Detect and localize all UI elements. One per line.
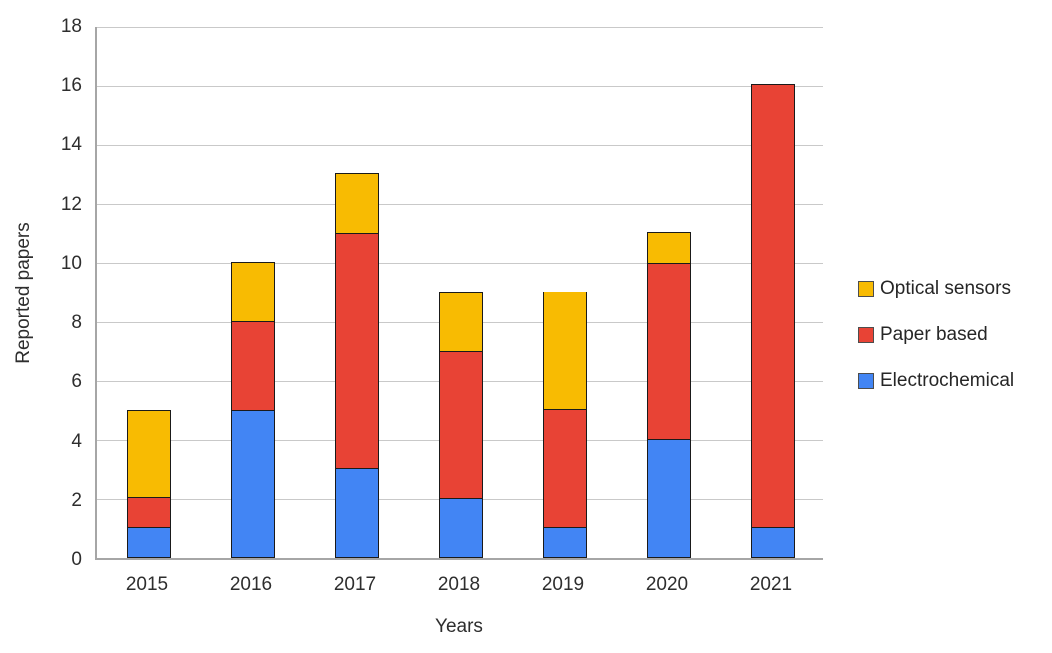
y-tick-label-2: 2 xyxy=(71,489,82,511)
bar-segment-2016-electrochemical xyxy=(232,410,274,557)
legend-swatch-paper-based xyxy=(858,327,874,343)
bar-segment-2020-electrochemical xyxy=(648,440,690,557)
bar-segment-2018-paper-based xyxy=(440,351,482,499)
legend-swatch-electrochemical xyxy=(858,373,874,389)
bar-segment-2020-optical-sensors xyxy=(648,233,690,264)
y-tick-label-16: 16 xyxy=(60,75,82,97)
bar-segment-2016-paper-based xyxy=(232,322,274,411)
legend-label-electrochemical: Electrochemical xyxy=(880,370,1015,391)
y-tick-label-6: 6 xyxy=(71,371,82,393)
bar-2019 xyxy=(543,291,587,558)
bar-segment-2019-electrochemical xyxy=(544,527,586,557)
bar-2016 xyxy=(231,261,275,558)
bar-segment-2021-paper-based xyxy=(752,85,794,528)
bar-segment-2016-optical-sensors xyxy=(232,262,274,323)
bar-segment-2020-paper-based xyxy=(648,263,690,441)
y-tick-label-12: 12 xyxy=(60,193,82,215)
legend-item-optical-sensors: Optical sensors xyxy=(858,278,1014,300)
x-axis-tick-labels: 2015 2016 2017 2018 2019 2020 2021 xyxy=(95,574,823,596)
x-tick-label-2016: 2016 xyxy=(229,574,273,595)
bar-segment-2015-paper-based xyxy=(128,498,170,529)
bar-segment-2017-electrochemical xyxy=(336,469,378,557)
y-tick-label-8: 8 xyxy=(71,312,82,334)
legend-label-optical-sensors: Optical sensors xyxy=(880,278,1011,299)
plot-area xyxy=(95,26,823,560)
bar-2018 xyxy=(439,291,483,558)
gridline-y-14 xyxy=(97,144,823,146)
legend-item-electrochemical: Electrochemical xyxy=(858,370,1014,392)
legend: Optical sensors Paper based Electrochemica… xyxy=(858,278,1014,392)
bar-segment-2017-optical-sensors xyxy=(336,174,378,234)
legend-item-paper-based: Paper based xyxy=(858,324,1014,346)
x-tick-label-2018: 2018 xyxy=(437,574,481,595)
y-tick-label-10: 10 xyxy=(60,252,82,274)
bar-2021 xyxy=(751,84,795,558)
gridline-y-12 xyxy=(97,203,823,206)
bar-segment-2015-optical-sensors xyxy=(128,410,170,499)
bar-segment-2018-optical-sensors xyxy=(440,292,482,352)
bar-2017 xyxy=(335,173,379,558)
y-tick-label-0: 0 xyxy=(71,549,82,570)
bar-segment-2017-paper-based xyxy=(336,233,378,470)
x-tick-label-2021: 2021 xyxy=(749,574,793,595)
gridline-y-18 xyxy=(97,26,823,28)
y-tick-label-4: 4 xyxy=(71,430,82,452)
y-tick-label-18: 18 xyxy=(60,16,82,37)
bar-segment-2018-electrochemical xyxy=(440,498,482,557)
bar-segment-2021-electrochemical xyxy=(752,527,794,557)
x-axis-title: Years xyxy=(435,616,483,637)
legend-swatch-optical-sensors xyxy=(858,281,874,297)
y-axis-tick-labels: 0 2 4 6 8 10 12 14 16 18 xyxy=(30,17,82,570)
bar-2015 xyxy=(127,409,171,558)
bar-segment-2019-optical-sensors xyxy=(544,292,586,411)
gridline-y-10 xyxy=(97,262,823,264)
legend-label-paper-based: Paper based xyxy=(880,324,988,345)
x-tick-label-2019: 2019 xyxy=(541,574,585,595)
gridline-y-16 xyxy=(97,85,823,88)
bar-segment-2015-electrochemical xyxy=(128,528,170,557)
x-tick-label-2015: 2015 xyxy=(125,574,169,595)
x-tick-label-2017: 2017 xyxy=(333,574,377,595)
y-tick-label-14: 14 xyxy=(60,134,82,156)
x-tick-label-2020: 2020 xyxy=(645,574,689,595)
bar-segment-2019-paper-based xyxy=(544,410,586,528)
bar-2020 xyxy=(647,232,691,558)
